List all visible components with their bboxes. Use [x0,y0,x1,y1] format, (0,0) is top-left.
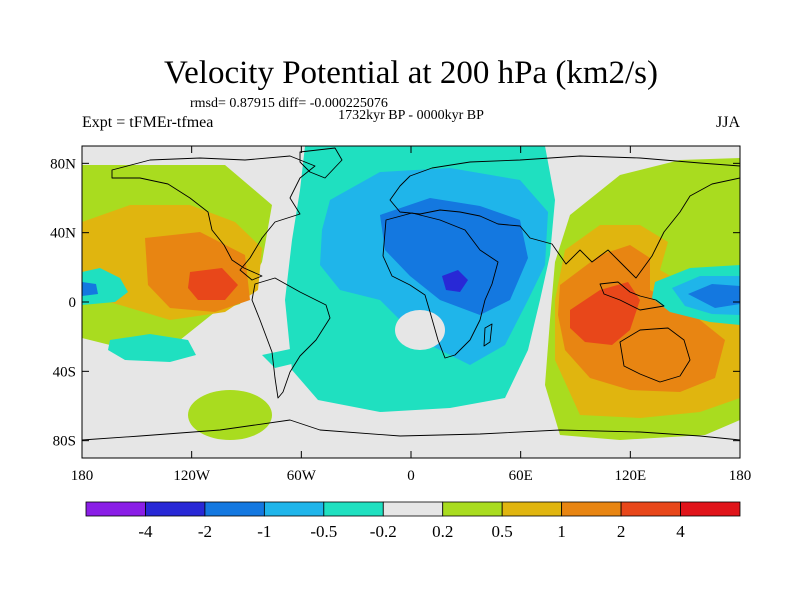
map-axes: 180 120W 60W 0 60E 120E 180 80N 40N 0 40S 80S [50,146,751,484]
coastline-north-america [111,155,316,281]
coastline-australia [619,327,691,383]
negative-contour-africa-core [442,270,468,292]
coastline-south-america [251,277,331,399]
chart-title: Velocity Potential at 200 hPa (km2/s) [164,55,658,91]
positive-contour-south-pacific [188,390,272,440]
colorbar-label-7: 1 [557,522,566,541]
x-tick-label-4: 60E [509,468,533,484]
negative-contour-central-pacific-core [82,282,98,296]
colorbar: -4 -2 -1 -0.5 -0.2 0.2 0.5 1 2 4 [85,501,741,541]
weak-contour-south-atlantic [395,310,445,350]
colorbar-swatch-8 [561,501,622,517]
x-tick-label-1: 120W [173,468,211,484]
colorbar-swatch-5 [382,501,444,517]
colorbar-swatch-7 [501,501,563,517]
positive-contour-east-pacific-core [188,268,238,300]
colorbar-swatch-0 [85,501,146,517]
colorbar-label-2: -1 [257,522,271,541]
x-tick-label-3: 0 [407,468,415,484]
colorbar-label-3: -0.5 [310,522,337,541]
colorbar-swatch-9 [620,501,681,517]
colorbar-label-6: 0.5 [492,522,513,541]
coastline-madagascar [483,323,493,347]
colorbar-swatch-3 [263,501,325,517]
coastline-europe-asia [389,155,740,279]
colorbar-label-8: 2 [617,522,626,541]
period-label: 1732kyr BP - 0000kyr BP [338,108,484,123]
x-tick-label-5: 120E [614,468,646,484]
colorbar-swatch-2 [204,501,265,517]
x-tick-label-2: 60W [287,468,317,484]
x-tick-label-6: 180 [729,468,752,484]
colorbar-label-9: 4 [676,522,685,541]
stats-label: rmsd= 0.87915 diff= -0.000225076 [190,96,388,111]
coastline-antarctica [82,419,740,441]
x-tick-label-0: 180 [71,468,94,484]
colorbar-label-4: -0.2 [370,522,397,541]
y-tick-label-3: 40S [53,364,76,380]
y-tick-label-0: 80N [50,156,76,172]
coastline-africa [382,212,499,359]
coastlines [82,147,740,441]
y-tick-label-4: 80S [53,434,76,450]
negative-contour-west-pacific-core [688,284,740,308]
colorbar-swatch-6 [442,501,503,517]
colorbar-label-1: -2 [198,522,212,541]
y-tick-label-2: 0 [69,295,77,311]
colorbar-swatch-1 [145,501,206,517]
positive-contour-indo-pacific-inner [558,245,725,392]
negative-contour-central-pacific [82,268,128,305]
negative-contour-madagascar [468,330,496,350]
coastline-greenland [299,147,343,179]
colorbar-label-5: 0.2 [432,522,453,541]
positive-contour-indonesia-core [570,282,640,345]
season-label: JJA [716,114,740,131]
contour-field [82,146,740,458]
coastline-maritime-continent [599,281,665,311]
colorbar-swatch-4 [323,501,384,517]
colorbar-label-0: -4 [138,522,153,541]
negative-contour-south-pacific [108,334,196,362]
experiment-label: Expt = tFMEr-tfmea [82,114,213,131]
colorbar-swatch-10 [680,501,741,517]
y-tick-label-1: 40N [50,226,76,242]
